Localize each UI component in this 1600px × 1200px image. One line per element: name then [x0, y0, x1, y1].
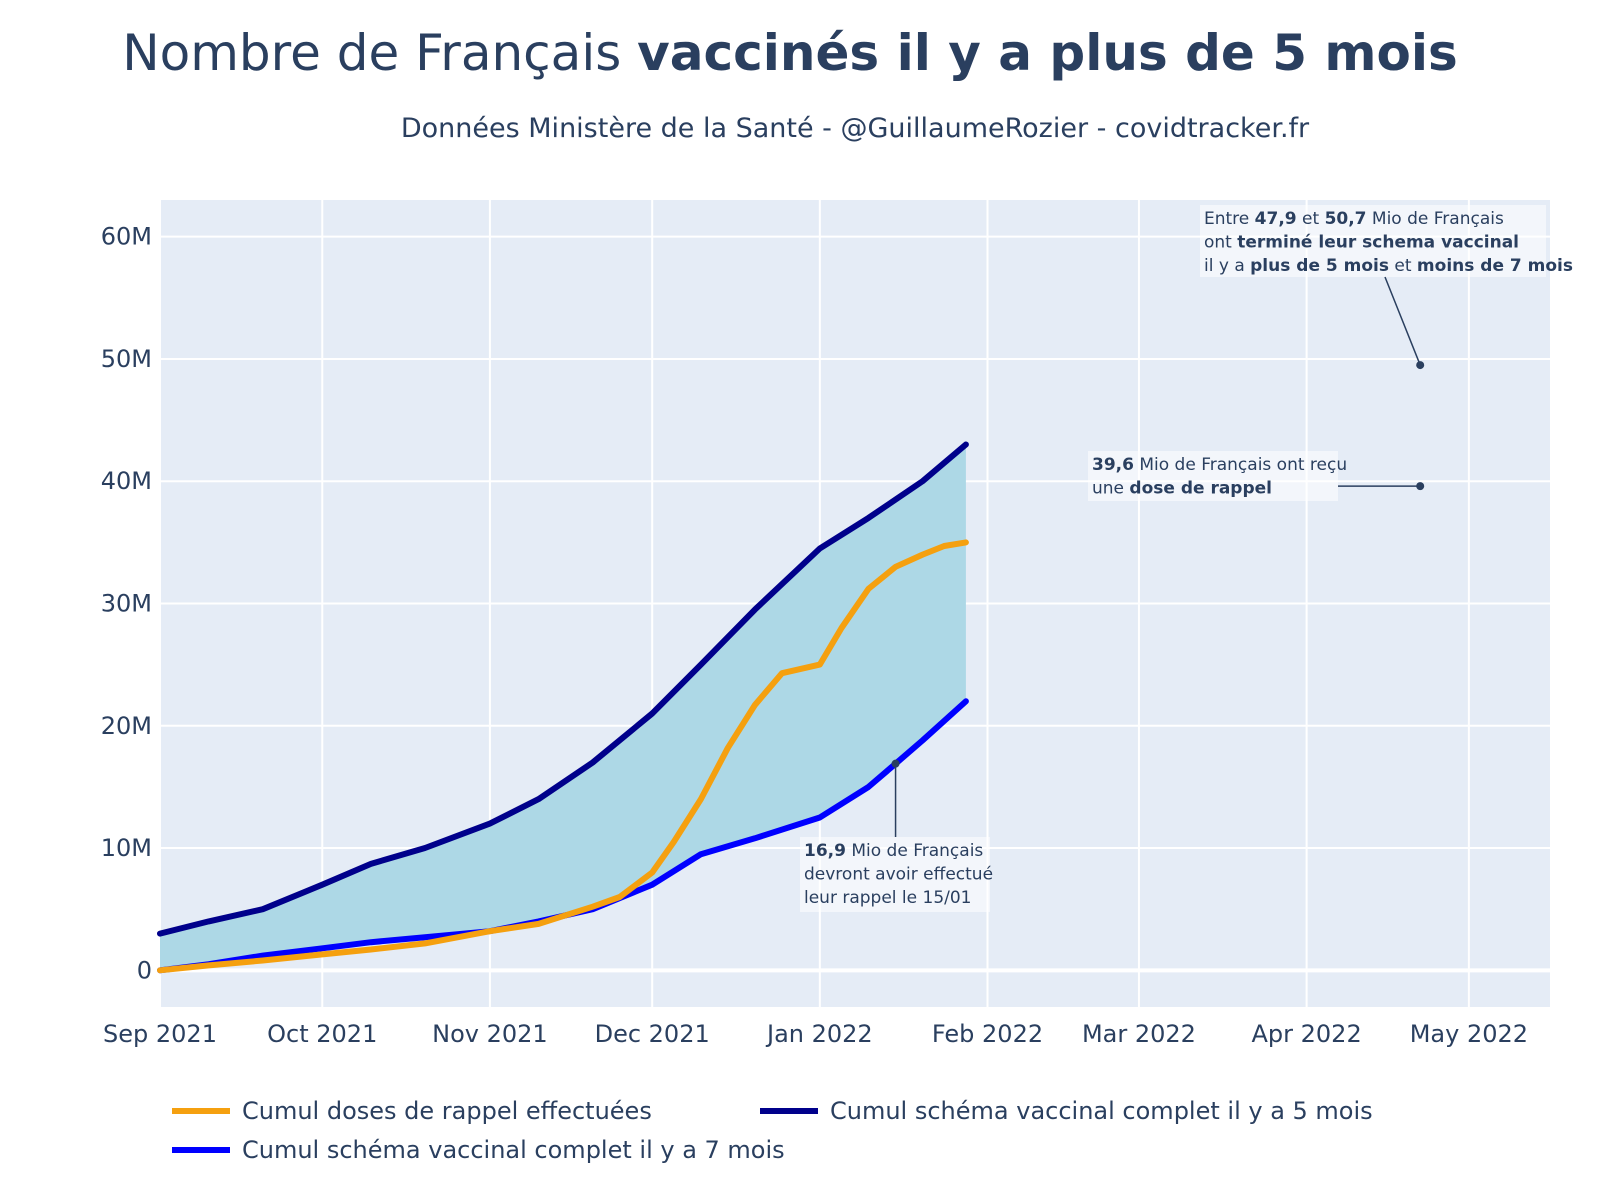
annotation-line: ont terminé leur schema vaccinal: [1204, 233, 1519, 253]
x-tick-label: Jan 2022: [765, 1020, 873, 1048]
legend-item-2[interactable]: Cumul schéma vaccinal complet il y a 5 m…: [760, 1097, 1373, 1125]
annotation-text: terminé leur schema vaccinal: [1237, 233, 1519, 253]
x-axis-ticks: Sep 2021 Oct 2021 Nov 2021 Dec 2021 Jan 2022…: [103, 1020, 1528, 1048]
legend-label: Cumul schéma vaccinal complet il y a 5 m…: [830, 1097, 1373, 1125]
annotation-text: 39,6: [1092, 455, 1134, 475]
annotation-line: 39,6 Mio de Français ont reçu: [1092, 455, 1347, 475]
legend-item-1[interactable]: Cumul doses de rappel effectuées: [172, 1097, 652, 1125]
annotation-point: [1416, 482, 1425, 491]
annotation-3: 16,9 Mio de Français devront avoir effect…: [800, 759, 993, 912]
x-tick-label: May 2022: [1410, 1020, 1528, 1048]
annotation-text: il y a: [1204, 256, 1250, 276]
chart-subtitle: Données Ministère de la Santé - @Guillau…: [401, 113, 1310, 144]
annotation-line: Entre 47,9 et 50,7 Mio de Français: [1204, 209, 1504, 229]
y-tick-label: 60M: [101, 223, 152, 251]
series-lines: [157, 441, 969, 974]
annotation-box: [1200, 205, 1546, 277]
annotation-text: Mio de Français: [1367, 209, 1504, 229]
annotation-text: et: [1297, 209, 1325, 229]
y-tick-label: 10M: [101, 834, 152, 862]
annotation-line: il y a plus de 5 mois et moins de 7 mois: [1204, 256, 1573, 276]
series-line-1: [157, 539, 969, 974]
annotation-text: leur rappel le 15/01: [804, 888, 972, 908]
legend-label: Cumul doses de rappel effectuées: [242, 1097, 652, 1125]
y-tick-label: 0: [137, 956, 152, 984]
x-tick-label: Apr 2022: [1251, 1020, 1361, 1048]
x-tick-label: Feb 2022: [932, 1020, 1043, 1048]
y-axis-ticks: 0 10M 20M 30M 40M 50M 60M: [101, 223, 152, 985]
fill-between-series: [160, 444, 966, 971]
annotation-point: [1416, 361, 1425, 370]
annotation-text: moins de 7 mois: [1417, 256, 1573, 276]
legend-label: Cumul schéma vaccinal complet il y a 7 m…: [242, 1136, 785, 1164]
annotation-text: dose de rappel: [1129, 479, 1272, 499]
annotation-box: [800, 837, 990, 912]
annotation-text: plus de 5 mois: [1250, 256, 1389, 276]
chart-title: Nombre de Français vaccinés il y a plus …: [122, 24, 1458, 82]
annotation-text: ont: [1204, 233, 1237, 253]
x-tick-label: Dec 2021: [595, 1020, 710, 1048]
legend-item-3[interactable]: Cumul schéma vaccinal complet il y a 7 m…: [172, 1136, 785, 1164]
chart-title-bold: vaccinés il y a plus de 5 mois: [637, 24, 1458, 82]
annotation-arrow: [1384, 276, 1421, 366]
x-tick-label: Oct 2021: [267, 1020, 377, 1048]
annotation-line: leur rappel le 15/01: [804, 888, 972, 908]
annotation-box: [1088, 451, 1338, 501]
annotation-line: une dose de rappel: [1092, 479, 1272, 499]
x-tick-label: Mar 2022: [1082, 1020, 1196, 1048]
annotation-text: 16,9: [804, 841, 846, 861]
annotation-text: et: [1389, 256, 1417, 276]
x-tick-label: Sep 2021: [103, 1020, 217, 1048]
annotation-text: 47,9: [1255, 209, 1297, 229]
annotation-text: Mio de Français: [846, 841, 983, 861]
annotation-text: devront avoir effectué: [804, 865, 993, 885]
annotation-text: une: [1092, 479, 1129, 499]
annotation-text: Entre: [1204, 209, 1255, 229]
chart-title-normal: Nombre de Français: [122, 24, 637, 82]
annotation-line: 16,9 Mio de Français: [804, 841, 983, 861]
x-tick-label: Nov 2021: [432, 1020, 548, 1048]
area-fill: [160, 444, 966, 971]
annotation-text: Mio de Français ont reçu: [1134, 455, 1347, 475]
annotation-text: 50,7: [1325, 209, 1367, 229]
annotation-point: [891, 759, 900, 768]
y-tick-label: 40M: [101, 467, 152, 495]
series-line-2: [157, 441, 969, 937]
annotation-line: devront avoir effectué: [804, 865, 993, 885]
annotations: Entre 47,9 et 50,7 Mio de Français ont te…: [800, 205, 1573, 912]
y-tick-label: 30M: [101, 590, 152, 618]
y-tick-label: 50M: [101, 345, 152, 373]
legend: Cumul doses de rappel effectuées Cumul sc…: [172, 1097, 1373, 1164]
annotation-1: Entre 47,9 et 50,7 Mio de Français ont te…: [1200, 205, 1573, 370]
y-tick-label: 20M: [101, 712, 152, 740]
